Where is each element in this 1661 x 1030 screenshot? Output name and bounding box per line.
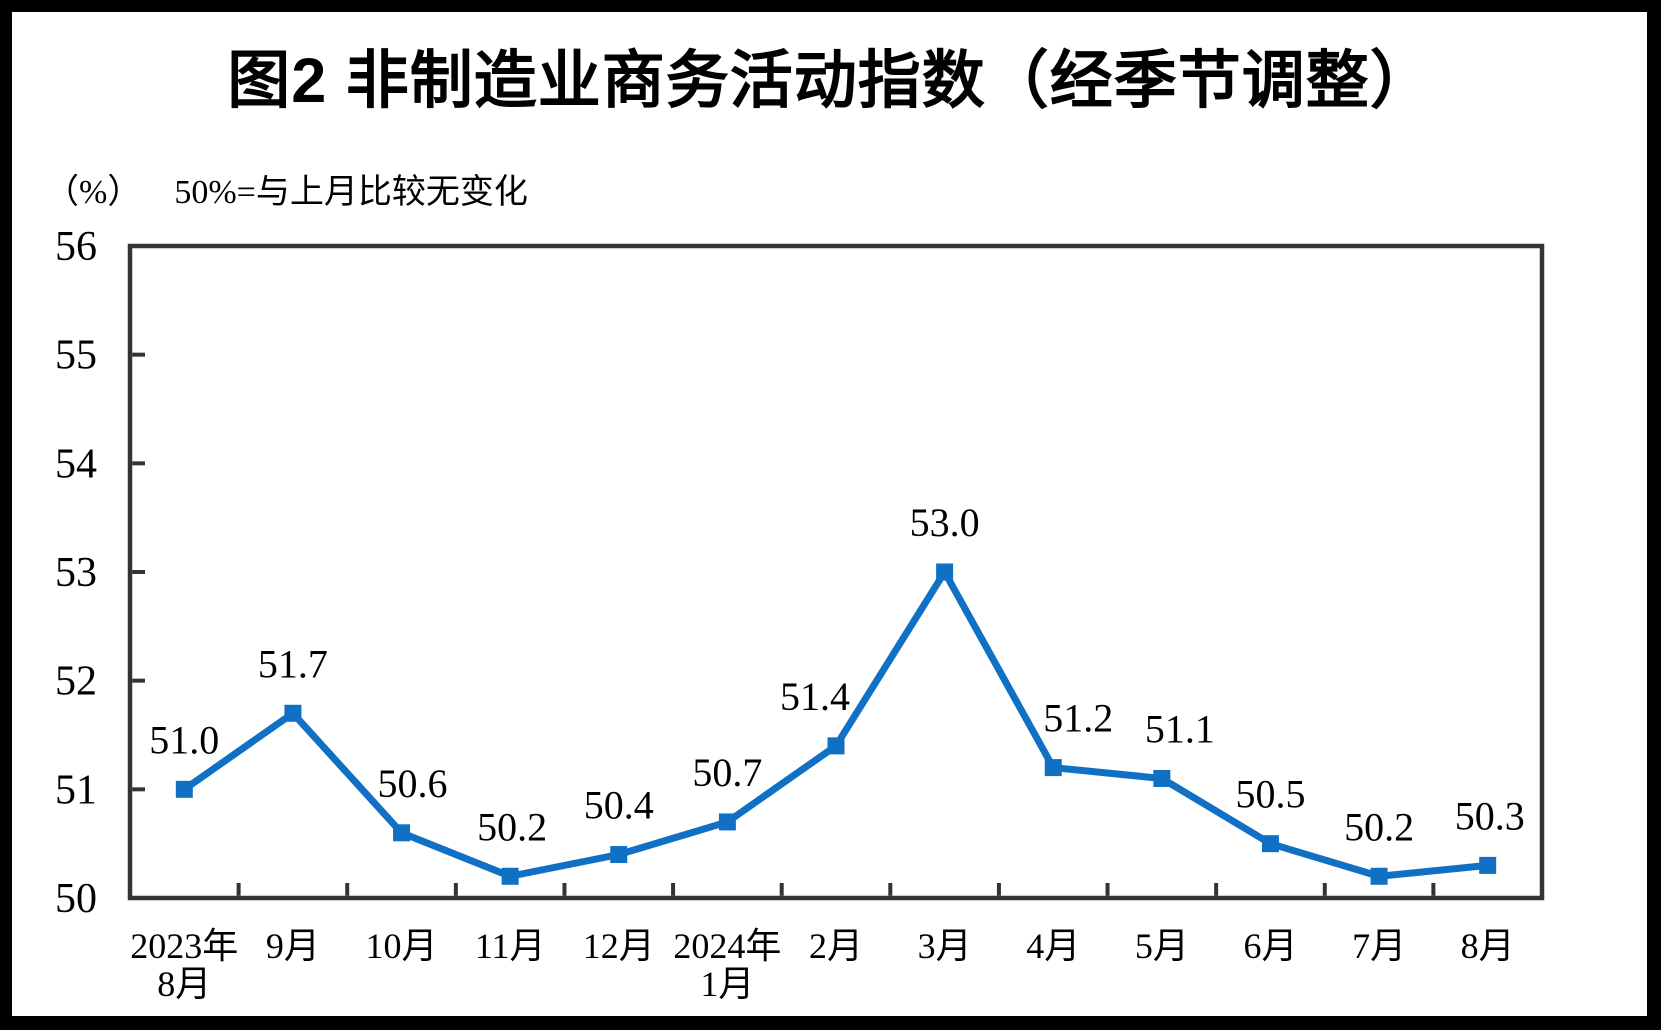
x-axis-label: 6月: [1243, 926, 1297, 966]
chart-background: [12, 12, 1647, 1016]
data-point-label: 51.0: [149, 717, 219, 762]
x-axis-label: 2月: [809, 926, 863, 966]
y-axis-label: 52: [55, 659, 97, 705]
data-point-marker: [175, 780, 193, 798]
chart-title: 图2 非制造业商务活动指数（经季节调整）: [227, 46, 1434, 116]
x-axis-label: 8月: [1461, 926, 1515, 966]
x-axis-label: 11月: [475, 926, 546, 966]
data-point-marker: [936, 563, 954, 581]
x-axis-label: 1月: [700, 964, 754, 1004]
x-axis-label: 9月: [266, 926, 320, 966]
x-axis-label: 7月: [1352, 926, 1406, 966]
data-point-label: 51.2: [1043, 696, 1113, 741]
x-axis-label: 2023年: [130, 926, 238, 966]
x-axis-label: 4月: [1026, 926, 1080, 966]
x-axis-label: 3月: [918, 926, 972, 966]
chart-subtitle: （%） 50%=与上月比较无变化: [45, 164, 528, 213]
y-axis-label: 53: [55, 550, 97, 596]
x-axis-label: 2024年: [673, 926, 781, 966]
data-point-label: 51.4: [780, 674, 850, 719]
data-point-marker: [1479, 856, 1497, 874]
x-axis-label: 5月: [1135, 926, 1189, 966]
plot-border: [127, 243, 1545, 901]
y-axis-label: 55: [55, 333, 97, 379]
data-point-marker: [1261, 835, 1279, 853]
data-point-label: 51.1: [1145, 706, 1215, 751]
data-point-label: 51.7: [258, 641, 328, 686]
data-point-marker: [501, 867, 519, 885]
reference-note: 50%=与上月比较无变化: [174, 174, 528, 211]
y-axis-label: 50: [55, 876, 97, 922]
y-axis-label: 51: [55, 767, 97, 813]
y-axis-label: 56: [55, 224, 97, 270]
x-axis-label: 12月: [583, 926, 655, 966]
data-point-label: 50.7: [692, 750, 762, 795]
series-line: [182, 565, 1489, 880]
data-point-marker: [393, 824, 411, 842]
data-point-marker: [1370, 867, 1388, 885]
data-point-marker: [1044, 759, 1062, 777]
data-point-label: 50.2: [1344, 804, 1414, 849]
data-point-marker: [1153, 769, 1171, 787]
data-point-label: 50.6: [378, 761, 448, 806]
data-point-marker: [284, 704, 302, 722]
data-point-label: 50.3: [1455, 793, 1525, 838]
data-point-marker: [718, 813, 736, 831]
data-point-label: 53.0: [910, 500, 980, 545]
data-point-label: 50.4: [584, 783, 654, 828]
x-axis-label: 10月: [366, 926, 438, 966]
data-point-label: 50.5: [1235, 772, 1305, 817]
x-axis-label: 8月: [157, 964, 211, 1004]
data-point-marker: [827, 737, 845, 755]
data-point-label: 50.2: [477, 804, 547, 849]
y-axis-label: 54: [55, 441, 97, 487]
data-point-marker: [610, 846, 628, 864]
y-axis-unit-label: （%）: [45, 174, 142, 211]
